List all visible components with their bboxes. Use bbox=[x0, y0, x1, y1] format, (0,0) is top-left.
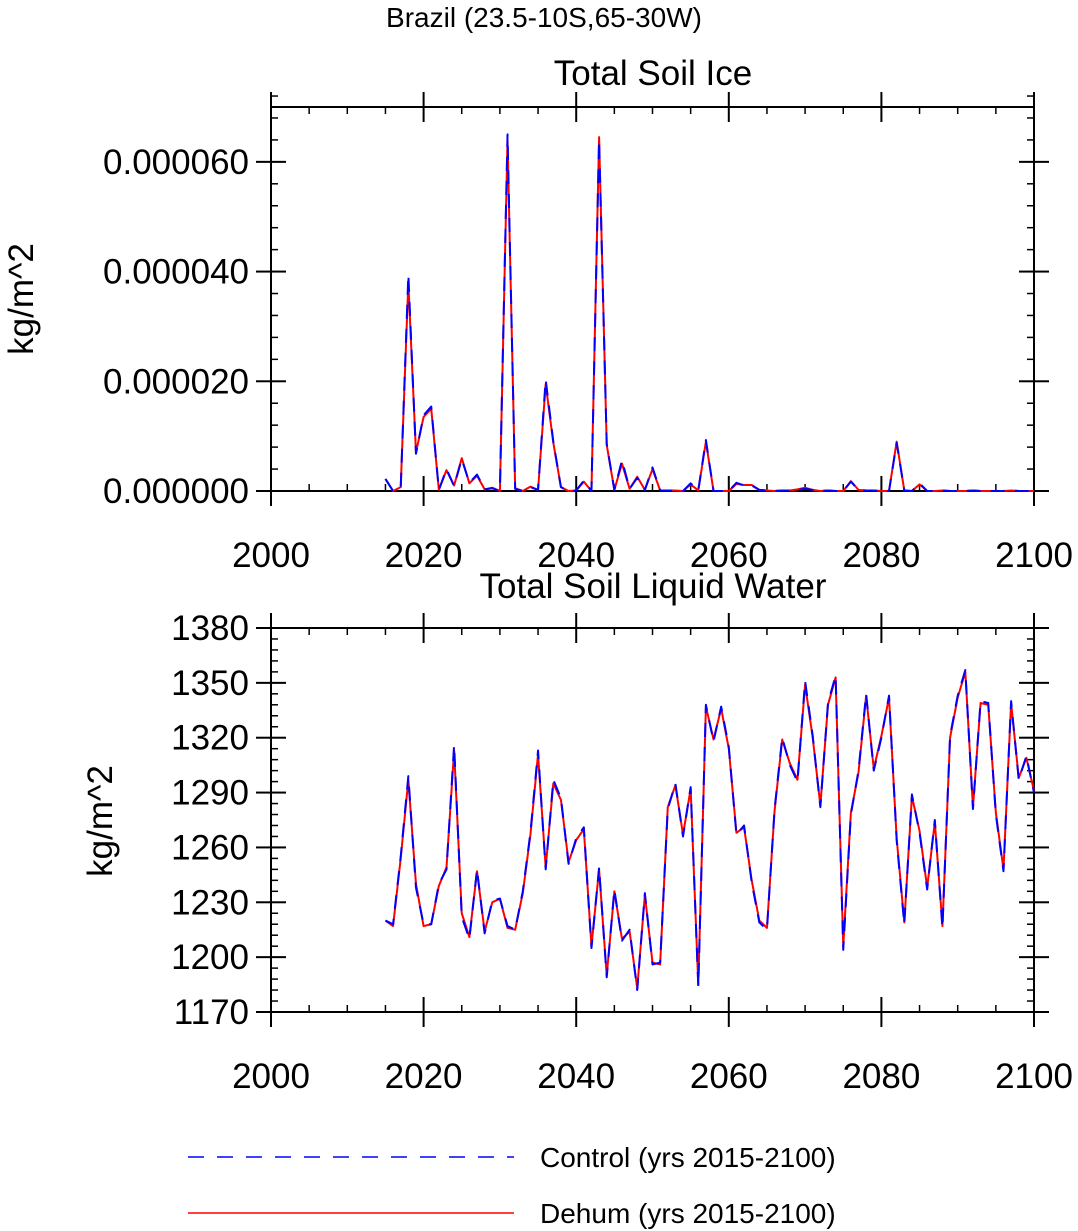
legend-control-label: Control (yrs 2015-2100) bbox=[540, 1142, 836, 1173]
liquid-water-control-series-line bbox=[385, 669, 1035, 992]
ice-y-axis-label: kg/m^2 bbox=[2, 243, 41, 355]
liquid-water-y-tick-label: 1170 bbox=[174, 993, 249, 1032]
liquid-water-y-tick-label: 1260 bbox=[171, 828, 249, 867]
liquid-water-x-tick-label: 2040 bbox=[537, 1057, 615, 1096]
liquid-water-x-tick-label: 2020 bbox=[385, 1057, 463, 1096]
liquid-water-y-tick-label: 1380 bbox=[171, 609, 249, 648]
liquid-water-y-tick-label: 1350 bbox=[171, 664, 249, 703]
ice-x-tick-label: 2040 bbox=[537, 536, 615, 575]
liquid-water-y-tick-label: 1290 bbox=[171, 774, 249, 813]
ice-plot-area: 2000 2020 2040 2060 2080 2100 0.000000 0.000020… bbox=[103, 92, 1073, 575]
ice-control-series-line bbox=[384, 133, 1034, 492]
liquid-water-panel: Total Soil Liquid Water kg/m^2 2000 2020 2… bbox=[81, 567, 1073, 1096]
legend-dehum-label: Dehum (yrs 2015-2100) bbox=[540, 1198, 836, 1229]
liquid-water-x-tick-label: 2000 bbox=[232, 1057, 310, 1096]
ice-panel-title: Total Soil Ice bbox=[554, 54, 752, 93]
legend: Control (yrs 2015-2100) Dehum (yrs 2015-… bbox=[188, 1142, 836, 1229]
liquid-water-panel-title: Total Soil Liquid Water bbox=[480, 567, 827, 606]
ice-x-tick-label: 2060 bbox=[690, 536, 768, 575]
ice-x-tick-label: 2100 bbox=[995, 536, 1073, 575]
ice-y-tick-label: 0.000000 bbox=[103, 472, 249, 511]
ice-y-tick-label: 0.000060 bbox=[103, 143, 249, 182]
ice-panel: Total Soil Ice kg/m^2 2000 2020 2040 2060 20… bbox=[2, 54, 1073, 575]
liquid-water-y-tick-label: 1200 bbox=[171, 938, 249, 977]
ice-x-tick-label: 2020 bbox=[385, 536, 463, 575]
liquid-water-x-tick-label: 2100 bbox=[995, 1057, 1073, 1096]
liquid-water-x-tick-label: 2080 bbox=[842, 1057, 920, 1096]
ice-y-tick-label: 0.000040 bbox=[103, 253, 249, 292]
ice-x-tick-label: 2080 bbox=[842, 536, 920, 575]
liquid-water-y-tick-label: 1320 bbox=[171, 719, 249, 758]
liquid-water-y-axis-label: kg/m^2 bbox=[81, 765, 120, 877]
liquid-water-plot-area: 2000 2020 2040 2060 2080 2100 1170 1200 1230 1260… bbox=[171, 609, 1073, 1096]
figure-title: Brazil (23.5-10S,65-30W) bbox=[386, 2, 702, 33]
ice-y-tick-label: 0.000020 bbox=[103, 362, 249, 401]
liquid-water-x-tick-label: 2060 bbox=[690, 1057, 768, 1096]
ice-x-tick-label: 2000 bbox=[232, 536, 310, 575]
liquid-water-y-tick-label: 1230 bbox=[171, 883, 249, 922]
